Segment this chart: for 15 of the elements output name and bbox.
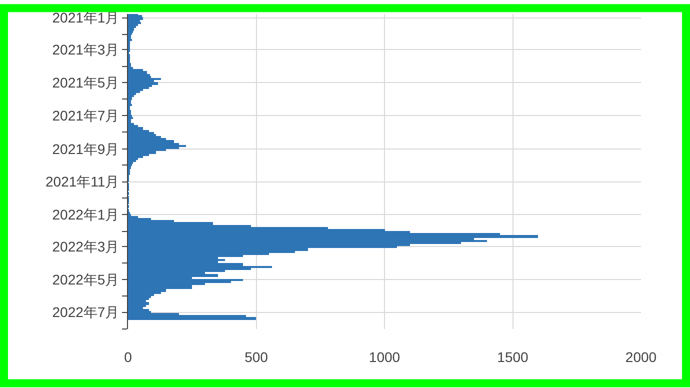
y-tick-label: 2022年7月 bbox=[52, 304, 120, 320]
y-tick-label: 2022年3月 bbox=[52, 238, 120, 254]
y-tick-label: 2022年1月 bbox=[52, 206, 120, 223]
y-tick-label: 2021年3月 bbox=[52, 42, 120, 58]
y-tick-label: 2021年1月 bbox=[52, 10, 120, 26]
y-tick-label: 2022年5月 bbox=[52, 271, 120, 288]
y-tick-label: 2021年5月 bbox=[52, 74, 120, 90]
x-tick-label: 1500 bbox=[497, 349, 529, 365]
y-tick-label: 2021年7月 bbox=[52, 107, 120, 124]
y-tick-label: 2021年11月 bbox=[46, 174, 120, 190]
x-tick-label: 500 bbox=[244, 349, 268, 365]
x-tick-label: 1000 bbox=[368, 349, 400, 365]
y-tick-label: 2021年9月 bbox=[52, 140, 120, 157]
x-tick-label: 2000 bbox=[625, 349, 657, 365]
x-tick-label: 0 bbox=[124, 349, 132, 365]
